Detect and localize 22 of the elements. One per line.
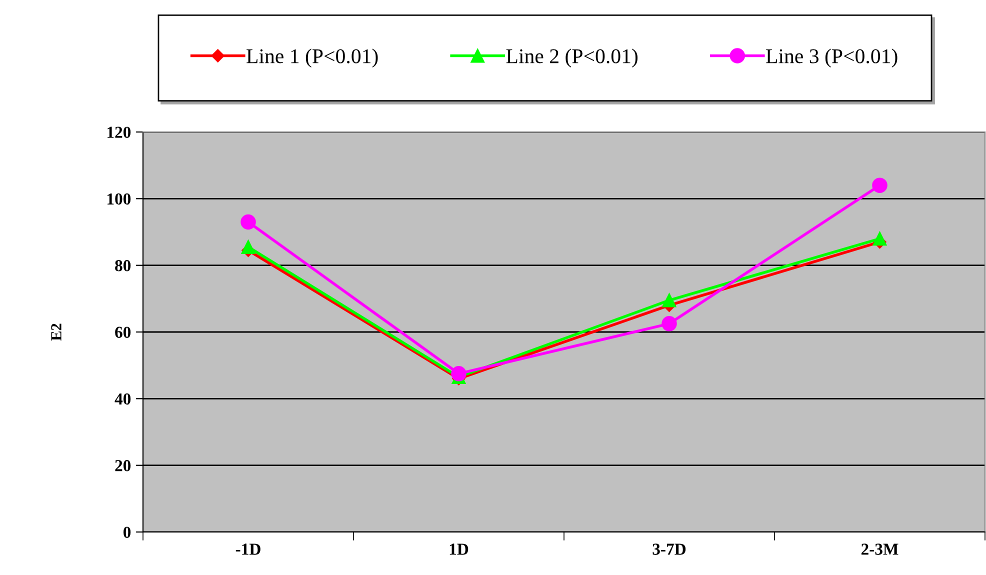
y-tick-label: 60	[115, 326, 131, 338]
y-axis-title: E2	[51, 324, 62, 341]
y-tick-label: 120	[108, 126, 131, 138]
x-tick-label: 2-3M	[861, 544, 898, 555]
y-tick-label: 20	[115, 460, 131, 472]
legend-label: Line 2 (P<0.01)	[506, 48, 638, 68]
x-tick-label: 1D	[450, 544, 468, 555]
y-tick-label: 40	[114, 393, 131, 405]
y-tick-label: 0	[123, 526, 131, 538]
point	[241, 240, 256, 254]
legend-label: Line 1 (P<0.01)	[246, 48, 378, 68]
x-tick-label: 3-7D	[652, 544, 686, 555]
point	[240, 214, 256, 230]
legend-label: Line 3 (P<0.01)	[766, 48, 898, 68]
point	[662, 316, 677, 332]
point	[451, 366, 466, 382]
x-tick-label: -1D	[236, 544, 260, 555]
y-tick-label: 80	[115, 260, 131, 272]
point	[662, 293, 676, 308]
point	[872, 232, 887, 246]
y-tick-label: 100	[108, 193, 131, 205]
point	[872, 178, 888, 193]
